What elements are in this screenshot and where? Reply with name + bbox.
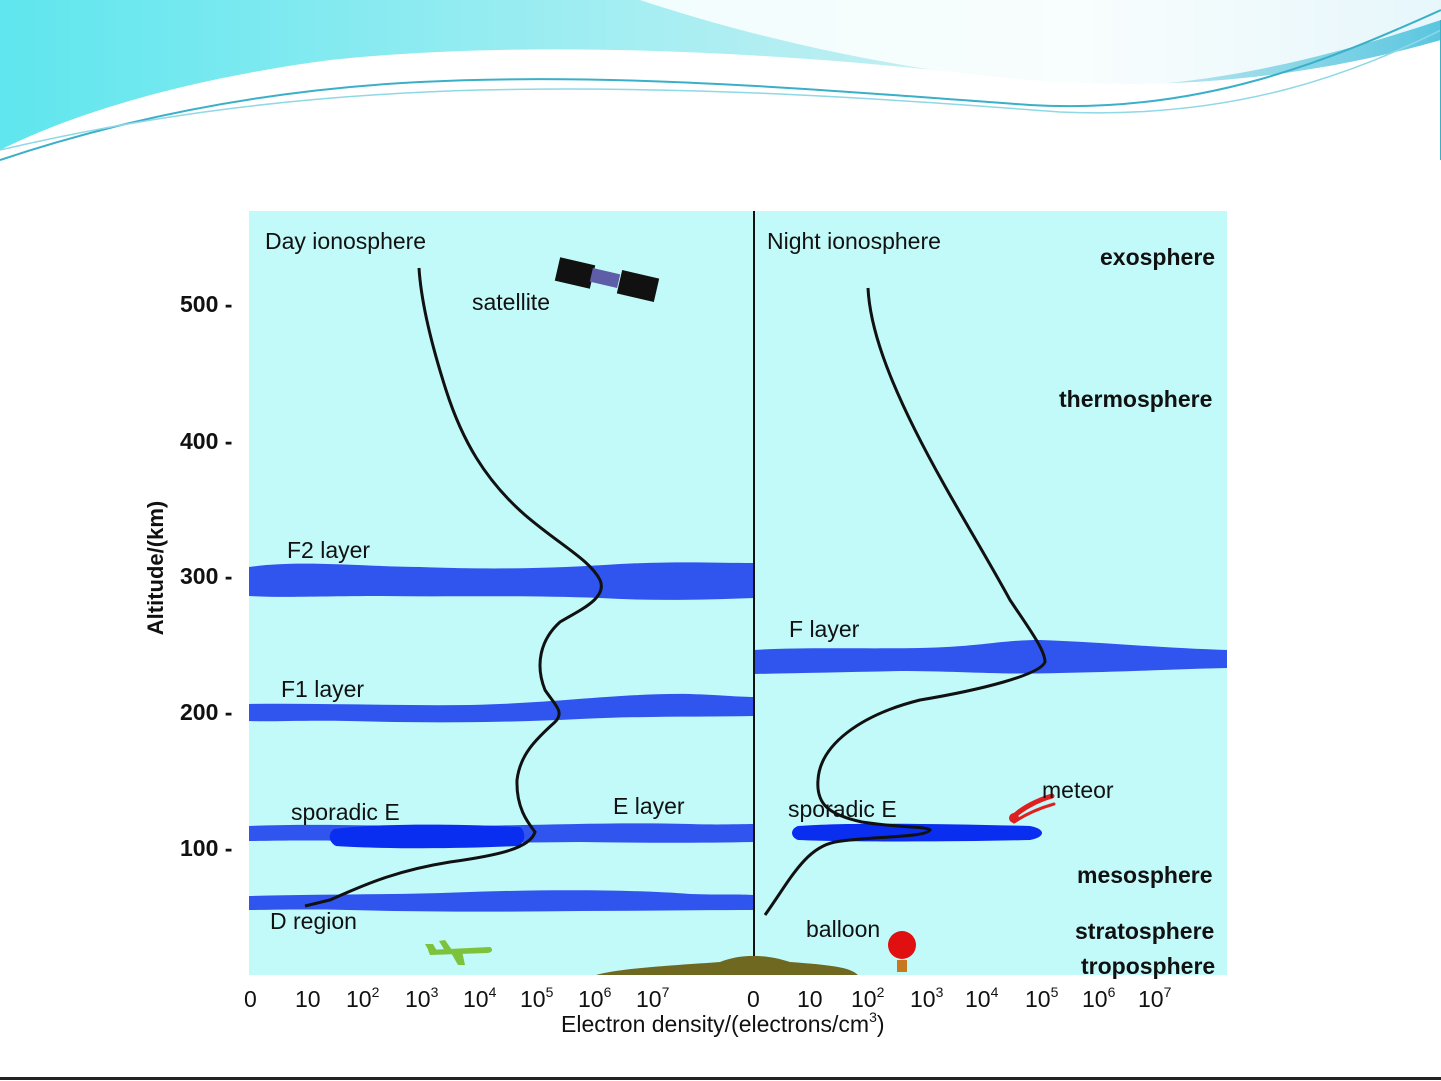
x-tick-night-3: 103 — [910, 984, 944, 1012]
day-profile-curve — [304, 267, 603, 908]
x-tick-day-1: 10 — [295, 986, 321, 1012]
y-tick-500: 500 - — [180, 291, 233, 317]
satellite-icon — [554, 257, 660, 302]
x-tick-day-0: 0 — [244, 986, 257, 1012]
f-layer-band — [754, 640, 1227, 674]
f1-layer-band — [249, 693, 754, 723]
x-tick-night-4: 104 — [965, 984, 999, 1012]
x-tick-day-2: 102 — [346, 984, 380, 1012]
x-axis-title: Electron density/(electrons/cm3) — [561, 1009, 885, 1037]
x-tick-night-5: 105 — [1025, 984, 1059, 1012]
x-tick-night-2: 102 — [851, 984, 885, 1012]
troposphere-label: troposphere — [1081, 953, 1216, 979]
night-panel-title: Night ionosphere — [767, 228, 941, 254]
sporadic-e-night-label: sporadic E — [788, 796, 897, 822]
e-layer-label: E layer — [613, 793, 685, 819]
satellite-label: satellite — [472, 289, 550, 315]
thermosphere-label: thermosphere — [1059, 386, 1213, 412]
f-layer-label: F layer — [789, 616, 860, 642]
sporadic-e-day-label: sporadic E — [291, 799, 400, 825]
night-profile-curve — [763, 287, 1047, 916]
f2-layer-label: F2 layer — [287, 537, 371, 563]
slide-header-swoosh — [0, 0, 1441, 161]
y-tick-400: 400 - — [180, 428, 233, 454]
bottom-rule — [0, 1077, 1441, 1080]
f2-layer-band — [249, 562, 754, 600]
f1-layer-label: F1 layer — [281, 676, 365, 702]
y-tick-300: 300 - — [180, 563, 233, 589]
day-panel-title: Day ionosphere — [265, 228, 427, 254]
x-tick-night-6: 106 — [1082, 984, 1116, 1012]
y-tick-200: 200 - — [180, 699, 233, 725]
stratosphere-label: stratosphere — [1075, 918, 1215, 944]
x-tick-night-7: 107 — [1138, 984, 1172, 1012]
x-tick-night-0: 0 — [747, 986, 760, 1012]
x-tick-day-6: 106 — [578, 984, 612, 1012]
sporadic-e-night-blob — [792, 823, 1042, 842]
ground-terrain — [596, 955, 858, 975]
y-axis-title: Altitude/(km) — [143, 500, 168, 636]
meteor-label: meteor — [1042, 777, 1114, 803]
x-tick-day-4: 104 — [463, 984, 497, 1012]
x-tick-day-7: 107 — [636, 984, 670, 1012]
d-region-label: D region — [270, 908, 357, 934]
sporadic-e-day-blob — [329, 824, 525, 849]
mesosphere-label: mesosphere — [1077, 862, 1213, 888]
y-tick-100: 100 - — [180, 835, 233, 861]
airplane-icon — [425, 940, 493, 965]
x-tick-night-1: 10 — [797, 986, 823, 1012]
d-region-band — [249, 890, 754, 912]
x-tick-day-5: 105 — [520, 984, 554, 1012]
balloon-icon — [888, 931, 916, 972]
exosphere-label: exosphere — [1100, 244, 1216, 270]
balloon-label: balloon — [806, 916, 881, 942]
x-tick-day-3: 103 — [405, 984, 439, 1012]
